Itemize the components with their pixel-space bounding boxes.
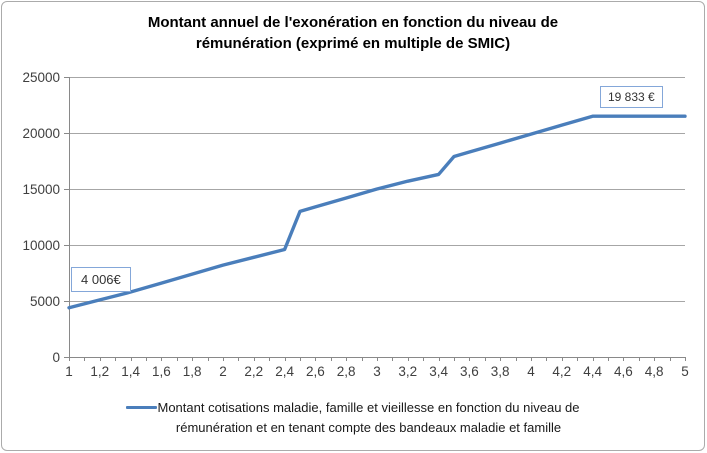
x-tick-label: 4,2 (552, 364, 571, 379)
x-tick-label: 2,4 (275, 364, 294, 379)
x-tick-label: 4,8 (645, 364, 664, 379)
x-tick-label: 4,6 (614, 364, 633, 379)
y-tick-label: 20000 (22, 126, 60, 141)
x-tick-label: 3,2 (398, 364, 417, 379)
x-tick-label: 1,8 (183, 364, 202, 379)
legend: Montant cotisations maladie, famille et … (2, 398, 704, 438)
x-tick-label: 4 (527, 364, 535, 379)
x-tick-label: 2,8 (337, 364, 356, 379)
x-tick-label: 2,6 (306, 364, 325, 379)
legend-label: Montant cotisations maladie, famille et … (157, 398, 579, 438)
x-tick-label: 3,6 (460, 364, 479, 379)
x-tick-label: 3,8 (491, 364, 510, 379)
x-tick-label: 1,4 (121, 364, 140, 379)
chart-title-line1: Montant annuel de l'exonération en fonct… (147, 14, 559, 31)
legend-label-line1: Montant cotisations maladie, famille et … (157, 400, 580, 415)
x-tick-label: 5 (681, 364, 689, 379)
x-tick-label: 3 (373, 364, 381, 379)
y-tick-label: 25000 (22, 70, 60, 85)
y-tick-label: 5000 (30, 294, 60, 309)
data-line (67, 114, 687, 310)
chart-title: Montant annuel de l'exonération en fonct… (2, 12, 704, 54)
y-tick-label: 15000 (22, 182, 60, 197)
x-tick-label: 2,2 (244, 364, 263, 379)
y-tick-label: 10000 (22, 238, 60, 253)
x-tick-label: 4,4 (583, 364, 602, 379)
legend-line-icon (126, 406, 158, 410)
y-tick-label: 0 (52, 350, 60, 365)
x-tick-label: 1,6 (152, 364, 171, 379)
x-tick-label: 2 (219, 364, 227, 379)
annotation-end-value: 19 833 € (600, 86, 663, 108)
x-tick-label: 3,4 (429, 364, 448, 379)
x-tick-label: 1,2 (90, 364, 109, 379)
annotation-start-value: 4 006€ (71, 267, 131, 292)
chart-title-line2: rémunération (exprimé en multiple de SMI… (195, 35, 511, 52)
x-tick-label: 1 (65, 364, 73, 379)
legend-label-line2: rémunération et en tenant compte des ban… (175, 420, 562, 435)
